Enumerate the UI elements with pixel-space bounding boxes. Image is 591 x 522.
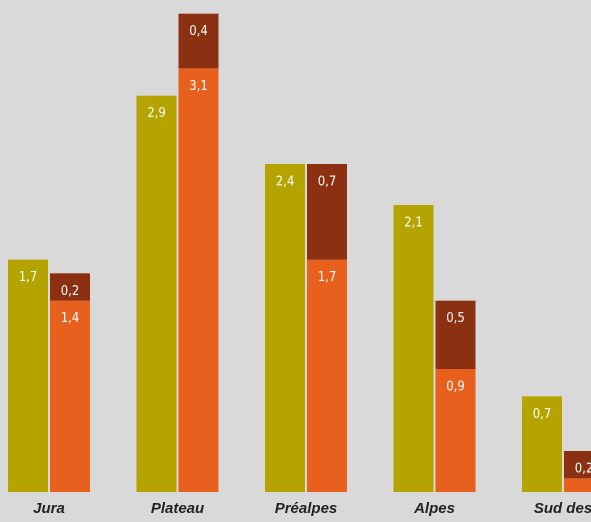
bar xyxy=(522,396,562,492)
bar xyxy=(564,451,591,479)
bar xyxy=(8,259,48,492)
x-tick-label: Préalpes xyxy=(275,500,338,517)
value-label: 2,4 xyxy=(276,175,295,190)
value-label: 0,2 xyxy=(61,284,80,299)
bar xyxy=(307,164,347,260)
bar xyxy=(136,95,177,493)
x-tick-label: Plateau xyxy=(151,500,204,517)
value-label: 0,5 xyxy=(446,311,465,326)
value-label: 1,7 xyxy=(19,270,38,285)
bar xyxy=(393,205,434,492)
bar xyxy=(435,300,476,369)
value-label: 2,9 xyxy=(147,106,166,121)
x-tick-label: Jura xyxy=(33,500,65,517)
x-tick-label: Alpes xyxy=(413,500,455,517)
bar xyxy=(435,369,476,492)
bar xyxy=(564,478,591,492)
bar xyxy=(50,300,90,492)
value-label: 0,7 xyxy=(318,175,337,190)
bar xyxy=(307,259,347,492)
x-tick-label: Sud des xyxy=(534,500,591,517)
bar xyxy=(178,13,219,69)
value-label: 0,9 xyxy=(446,380,465,395)
bar xyxy=(178,68,219,492)
value-label: 1,7 xyxy=(318,270,337,285)
value-label: 1,4 xyxy=(61,311,80,326)
value-label: 3,1 xyxy=(189,79,208,94)
value-label: 2,1 xyxy=(404,216,423,231)
bar xyxy=(265,164,305,492)
value-label: 0,2 xyxy=(575,462,591,477)
bar xyxy=(50,273,90,301)
value-label: 0,4 xyxy=(189,24,208,39)
value-label: 0,7 xyxy=(533,407,552,422)
